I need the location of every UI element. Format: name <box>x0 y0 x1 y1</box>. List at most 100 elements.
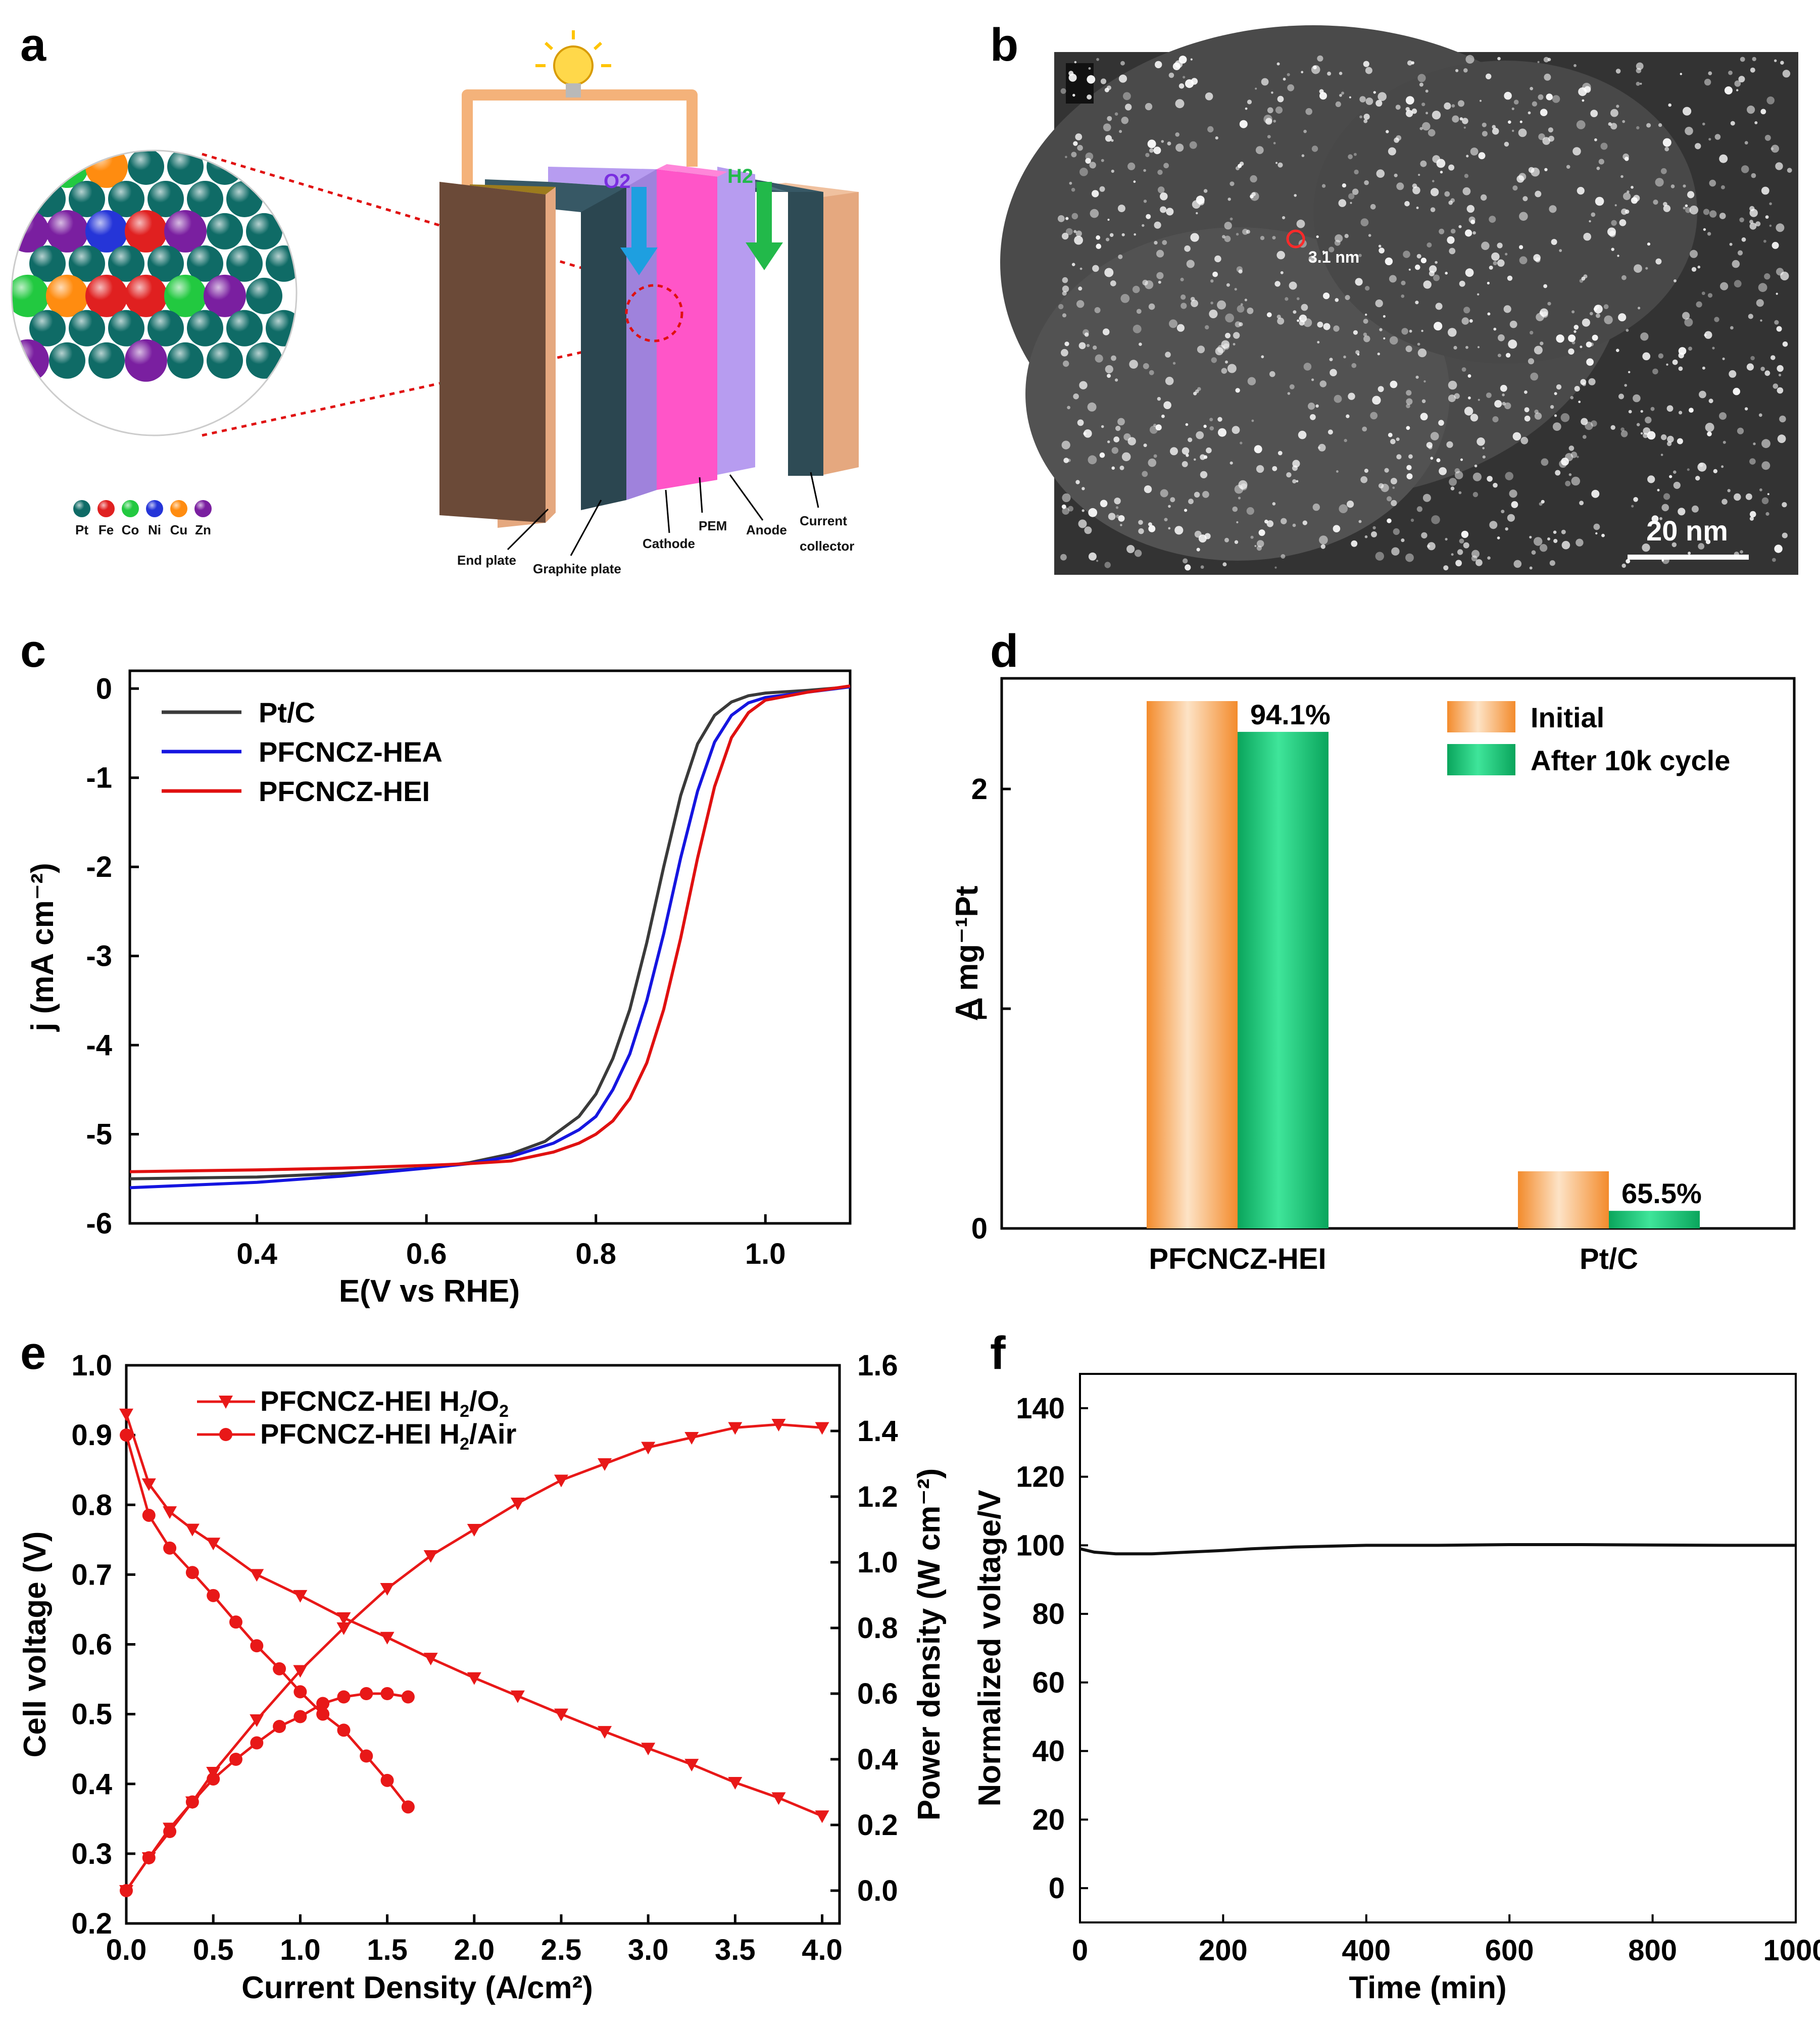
plot-frame <box>1000 677 1796 1230</box>
o2-label: O2 <box>604 170 630 192</box>
y2-tick-label: 1.2 <box>857 1480 898 1513</box>
data-point <box>728 1776 743 1790</box>
x-tick-label: 0.6 <box>406 1238 447 1270</box>
y-tick-label: 0.2 <box>71 1907 112 1940</box>
data-point <box>163 1541 177 1555</box>
scale-bar <box>1628 555 1749 560</box>
panel-label-f: f <box>990 1327 1006 1379</box>
legend-label-0: Initial <box>1531 702 1604 733</box>
data-point <box>142 1851 156 1864</box>
legend-label-co: Co <box>122 522 139 537</box>
y2-tick-label: 0.0 <box>857 1874 898 1907</box>
data-point <box>337 1723 351 1737</box>
anode-layer <box>717 167 755 475</box>
data-point <box>401 1800 415 1814</box>
data-point <box>641 1442 656 1455</box>
pem-layer <box>657 169 717 490</box>
data-point <box>728 1422 743 1435</box>
y-tick-label: 0 <box>971 1212 988 1245</box>
y-tick-label: 1.0 <box>71 1349 112 1382</box>
data-point <box>293 1590 308 1603</box>
data-point <box>336 1622 351 1635</box>
series-line-2 <box>129 684 851 1173</box>
y-tick-label: 0.6 <box>71 1628 112 1661</box>
data-point <box>206 1538 221 1551</box>
x-tick-label: 0.0 <box>106 1934 147 1966</box>
y2-tick-label: 1.6 <box>857 1349 898 1382</box>
x-axis-label: E(V vs RHE) <box>339 1274 520 1309</box>
y-tick-label: 120 <box>1016 1461 1065 1494</box>
data-point <box>207 1772 220 1786</box>
h2-arrow-icon <box>746 182 783 270</box>
data-point <box>120 1428 133 1442</box>
chart-d-mass-activity: 0 1 2 A mg⁻¹Pt PFCNCZ-HEI 94.1% Pt/C 65.5% Initi… <box>950 677 1796 1275</box>
y-tick-label: 100 <box>1016 1529 1065 1562</box>
data-point <box>293 1665 308 1678</box>
data-point <box>360 1749 373 1763</box>
x-tick-label: Pt/C <box>1580 1243 1638 1275</box>
data-point <box>467 1672 481 1685</box>
y-axis-label: j (mA cm⁻²) <box>25 863 60 1032</box>
data-point <box>250 1569 264 1582</box>
data-point <box>250 1639 264 1653</box>
legend-label-fe: Fe <box>99 522 114 537</box>
panel-a-schematic: O2 H2 End plate Graphite plate Cathode P… <box>11 30 859 576</box>
legend-marker-1 <box>219 1428 232 1441</box>
data-point <box>380 1583 395 1596</box>
x-tick-label: 600 <box>1485 1934 1534 1967</box>
label-current: Current <box>800 513 847 528</box>
panel-label-b: b <box>990 19 1018 71</box>
data-point <box>423 1550 438 1563</box>
y2-axis-label: Power density (W cm⁻²) <box>912 1468 947 1821</box>
y-tick-label: 0.3 <box>71 1838 112 1870</box>
data-point <box>510 1498 525 1510</box>
x-tick-label: 0.4 <box>236 1238 277 1270</box>
atom-lattice-image <box>12 151 297 382</box>
series-line-0 <box>129 685 851 1180</box>
x-tick-label: 0.8 <box>575 1238 616 1270</box>
atom-pt <box>246 151 282 185</box>
data-point <box>684 1759 699 1772</box>
y-tick-label: 20 <box>1032 1803 1065 1836</box>
x-tick-label: 4.0 <box>802 1934 843 1966</box>
label-end-plate: End plate <box>457 553 516 568</box>
data-point <box>336 1612 351 1625</box>
legend-marker-0 <box>219 1396 233 1409</box>
bar-0-1 <box>1238 731 1329 1228</box>
y-tick-label: 0 <box>96 672 112 705</box>
element-legend: Pt Fe Co Ni Cu Zn <box>73 500 212 537</box>
data-point <box>293 1685 307 1699</box>
data-point <box>163 1506 177 1519</box>
o2-arrow-icon <box>620 187 658 275</box>
data-point <box>273 1720 286 1733</box>
y-tick-label: 0 <box>1049 1872 1065 1905</box>
legend-label-ni: Ni <box>148 522 161 537</box>
series-line-0 <box>1079 1543 1796 1556</box>
x-axis-label: Time (min) <box>1349 1970 1506 2005</box>
bar-1-1 <box>1609 1211 1700 1228</box>
data-point <box>641 1743 656 1756</box>
chart-e-fuel-cell-polarization: 0.0 0.5 1.0 1.5 2.0 2.5 3.0 3.5 4.0 0.2 0.3 0.4 0.5 0… <box>18 1349 947 2005</box>
label-cathode: Cathode <box>643 536 695 551</box>
data-point <box>250 1736 264 1750</box>
data-point <box>380 1631 395 1645</box>
x-tick-label: 1.0 <box>745 1238 786 1270</box>
series-line-1 <box>125 1423 822 1892</box>
data-point <box>598 1458 612 1471</box>
y-tick-label: -5 <box>86 1118 112 1151</box>
panel-label-a: a <box>20 19 46 71</box>
y2-tick-label: 0.4 <box>857 1743 898 1776</box>
data-point <box>554 1708 568 1721</box>
data-point <box>360 1687 373 1700</box>
data-point <box>815 1422 829 1435</box>
y-tick-label: 40 <box>1032 1735 1065 1768</box>
data-point <box>467 1524 481 1537</box>
bar-1-0 <box>1518 1171 1609 1228</box>
plot-frame <box>1079 1373 1797 1923</box>
x-tick-label: 400 <box>1342 1934 1391 1967</box>
data-point <box>598 1726 612 1739</box>
x-tick-label: 800 <box>1628 1934 1677 1967</box>
data-point <box>510 1690 525 1703</box>
data-point <box>185 1795 199 1809</box>
